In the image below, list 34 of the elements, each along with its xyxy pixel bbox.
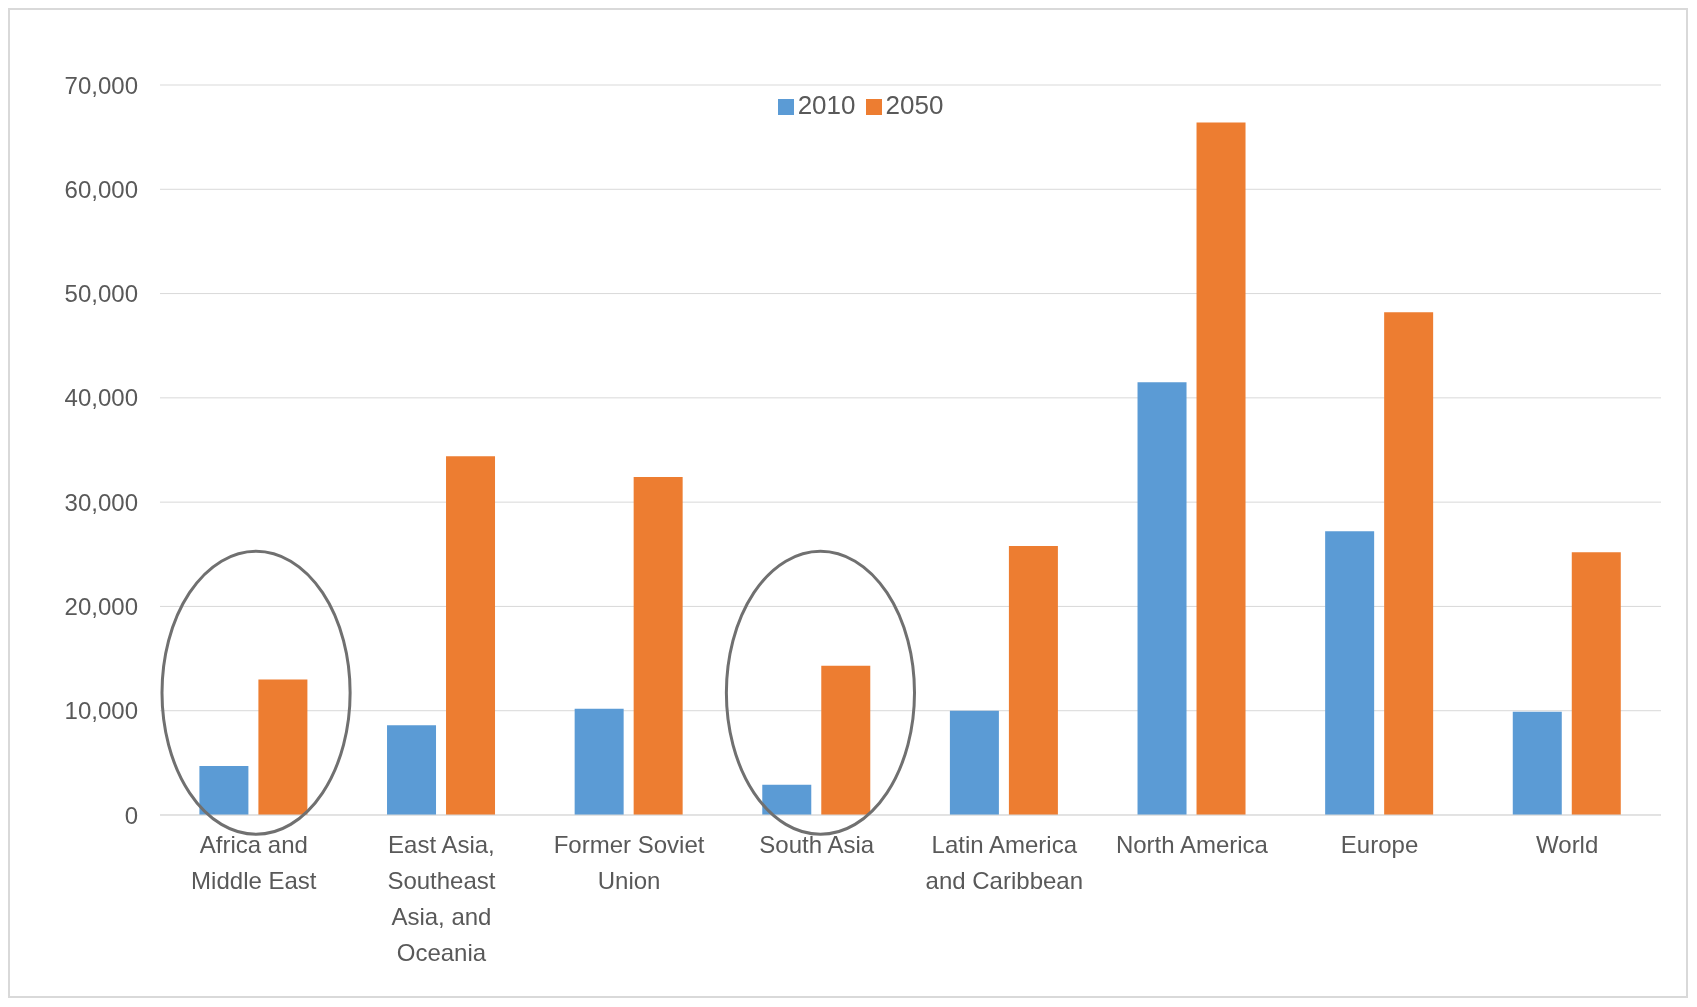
x-tick-label: World (1536, 831, 1599, 858)
y-tick-label: 40,000 (64, 384, 138, 412)
bar (1384, 312, 1434, 815)
bar (762, 784, 812, 815)
bar (1008, 545, 1058, 815)
y-tick-label: 20,000 (64, 592, 138, 620)
x-tick-label: East Asia, Southeast Asia, and Oceania (387, 831, 496, 966)
bar (258, 679, 308, 815)
bar (633, 477, 683, 815)
bar (1512, 711, 1562, 815)
x-tick-label: Latin America and Caribbean (925, 831, 1084, 894)
legend-label: 2010 (797, 90, 856, 120)
y-tick-label: 10,000 (64, 697, 138, 725)
bar (1325, 531, 1375, 815)
y-tick-label: 60,000 (64, 175, 138, 203)
y-tick-label: 30,000 (64, 488, 138, 516)
y-tick-label: 50,000 (64, 280, 138, 308)
bar (387, 725, 437, 815)
bar (949, 710, 999, 815)
bar (821, 665, 871, 815)
bar (446, 456, 496, 815)
bar (1196, 122, 1246, 815)
y-tick-label: 70,000 (64, 71, 138, 99)
legend-label: 2050 (885, 90, 944, 120)
y-tick-label: 0 (124, 801, 138, 829)
x-tick-label: Former Soviet Union (553, 831, 705, 894)
x-tick-label: Africa and Middle East (191, 831, 317, 894)
bar (1571, 552, 1621, 815)
x-tick-label: Europe (1340, 831, 1419, 858)
x-tick-label: North America (1115, 831, 1269, 858)
x-tick-label: South Asia (759, 831, 875, 858)
bar (199, 765, 249, 815)
bar (574, 708, 624, 815)
bar (1137, 382, 1187, 815)
